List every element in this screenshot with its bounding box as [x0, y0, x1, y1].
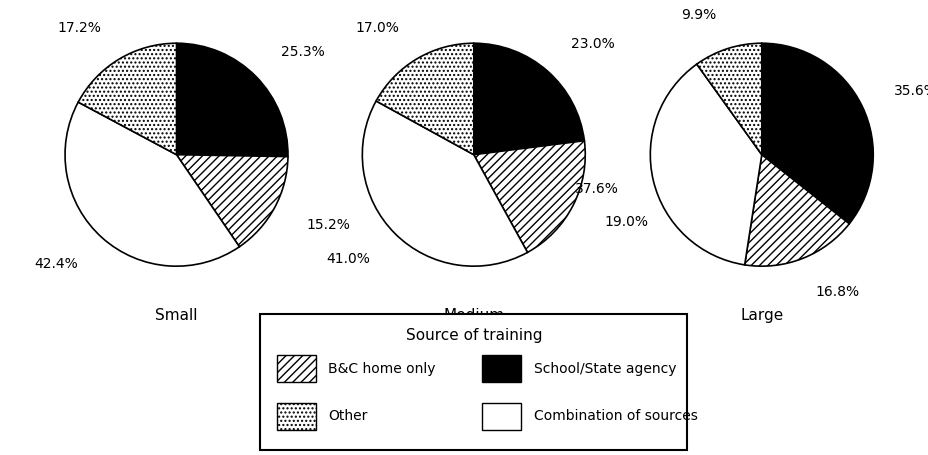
Text: 35.6%: 35.6% — [894, 84, 928, 97]
Text: 17.0%: 17.0% — [354, 21, 398, 35]
Wedge shape — [176, 155, 288, 247]
Text: 17.2%: 17.2% — [57, 21, 101, 35]
Text: 16.8%: 16.8% — [815, 285, 858, 298]
Text: Large: Large — [740, 308, 782, 323]
Text: 42.4%: 42.4% — [34, 257, 78, 271]
Wedge shape — [650, 64, 761, 265]
Text: 23.0%: 23.0% — [571, 37, 614, 51]
Bar — [482, 355, 521, 382]
Bar — [277, 355, 316, 382]
Wedge shape — [65, 102, 239, 266]
Wedge shape — [761, 43, 872, 224]
FancyBboxPatch shape — [260, 314, 687, 450]
Text: Small: Small — [155, 308, 198, 323]
Text: Other: Other — [329, 410, 367, 423]
Wedge shape — [176, 43, 288, 157]
Text: Medium: Medium — [443, 308, 504, 323]
Bar — [482, 403, 521, 430]
Text: 37.6%: 37.6% — [574, 182, 618, 196]
Text: School/State agency: School/State agency — [533, 362, 676, 375]
Wedge shape — [473, 43, 584, 155]
Text: Source of training: Source of training — [406, 328, 541, 343]
Wedge shape — [376, 43, 473, 155]
Text: B&C home only: B&C home only — [329, 362, 435, 375]
Text: 19.0%: 19.0% — [604, 214, 648, 228]
Bar — [277, 403, 316, 430]
Text: Combination of sources: Combination of sources — [533, 410, 697, 423]
Text: 25.3%: 25.3% — [281, 45, 325, 59]
Wedge shape — [78, 43, 176, 155]
Wedge shape — [473, 141, 585, 253]
Text: 41.0%: 41.0% — [326, 252, 369, 266]
Text: 9.9%: 9.9% — [681, 8, 715, 22]
Wedge shape — [696, 43, 761, 155]
Text: 15.2%: 15.2% — [305, 217, 350, 232]
Wedge shape — [744, 155, 848, 266]
Wedge shape — [362, 101, 527, 266]
